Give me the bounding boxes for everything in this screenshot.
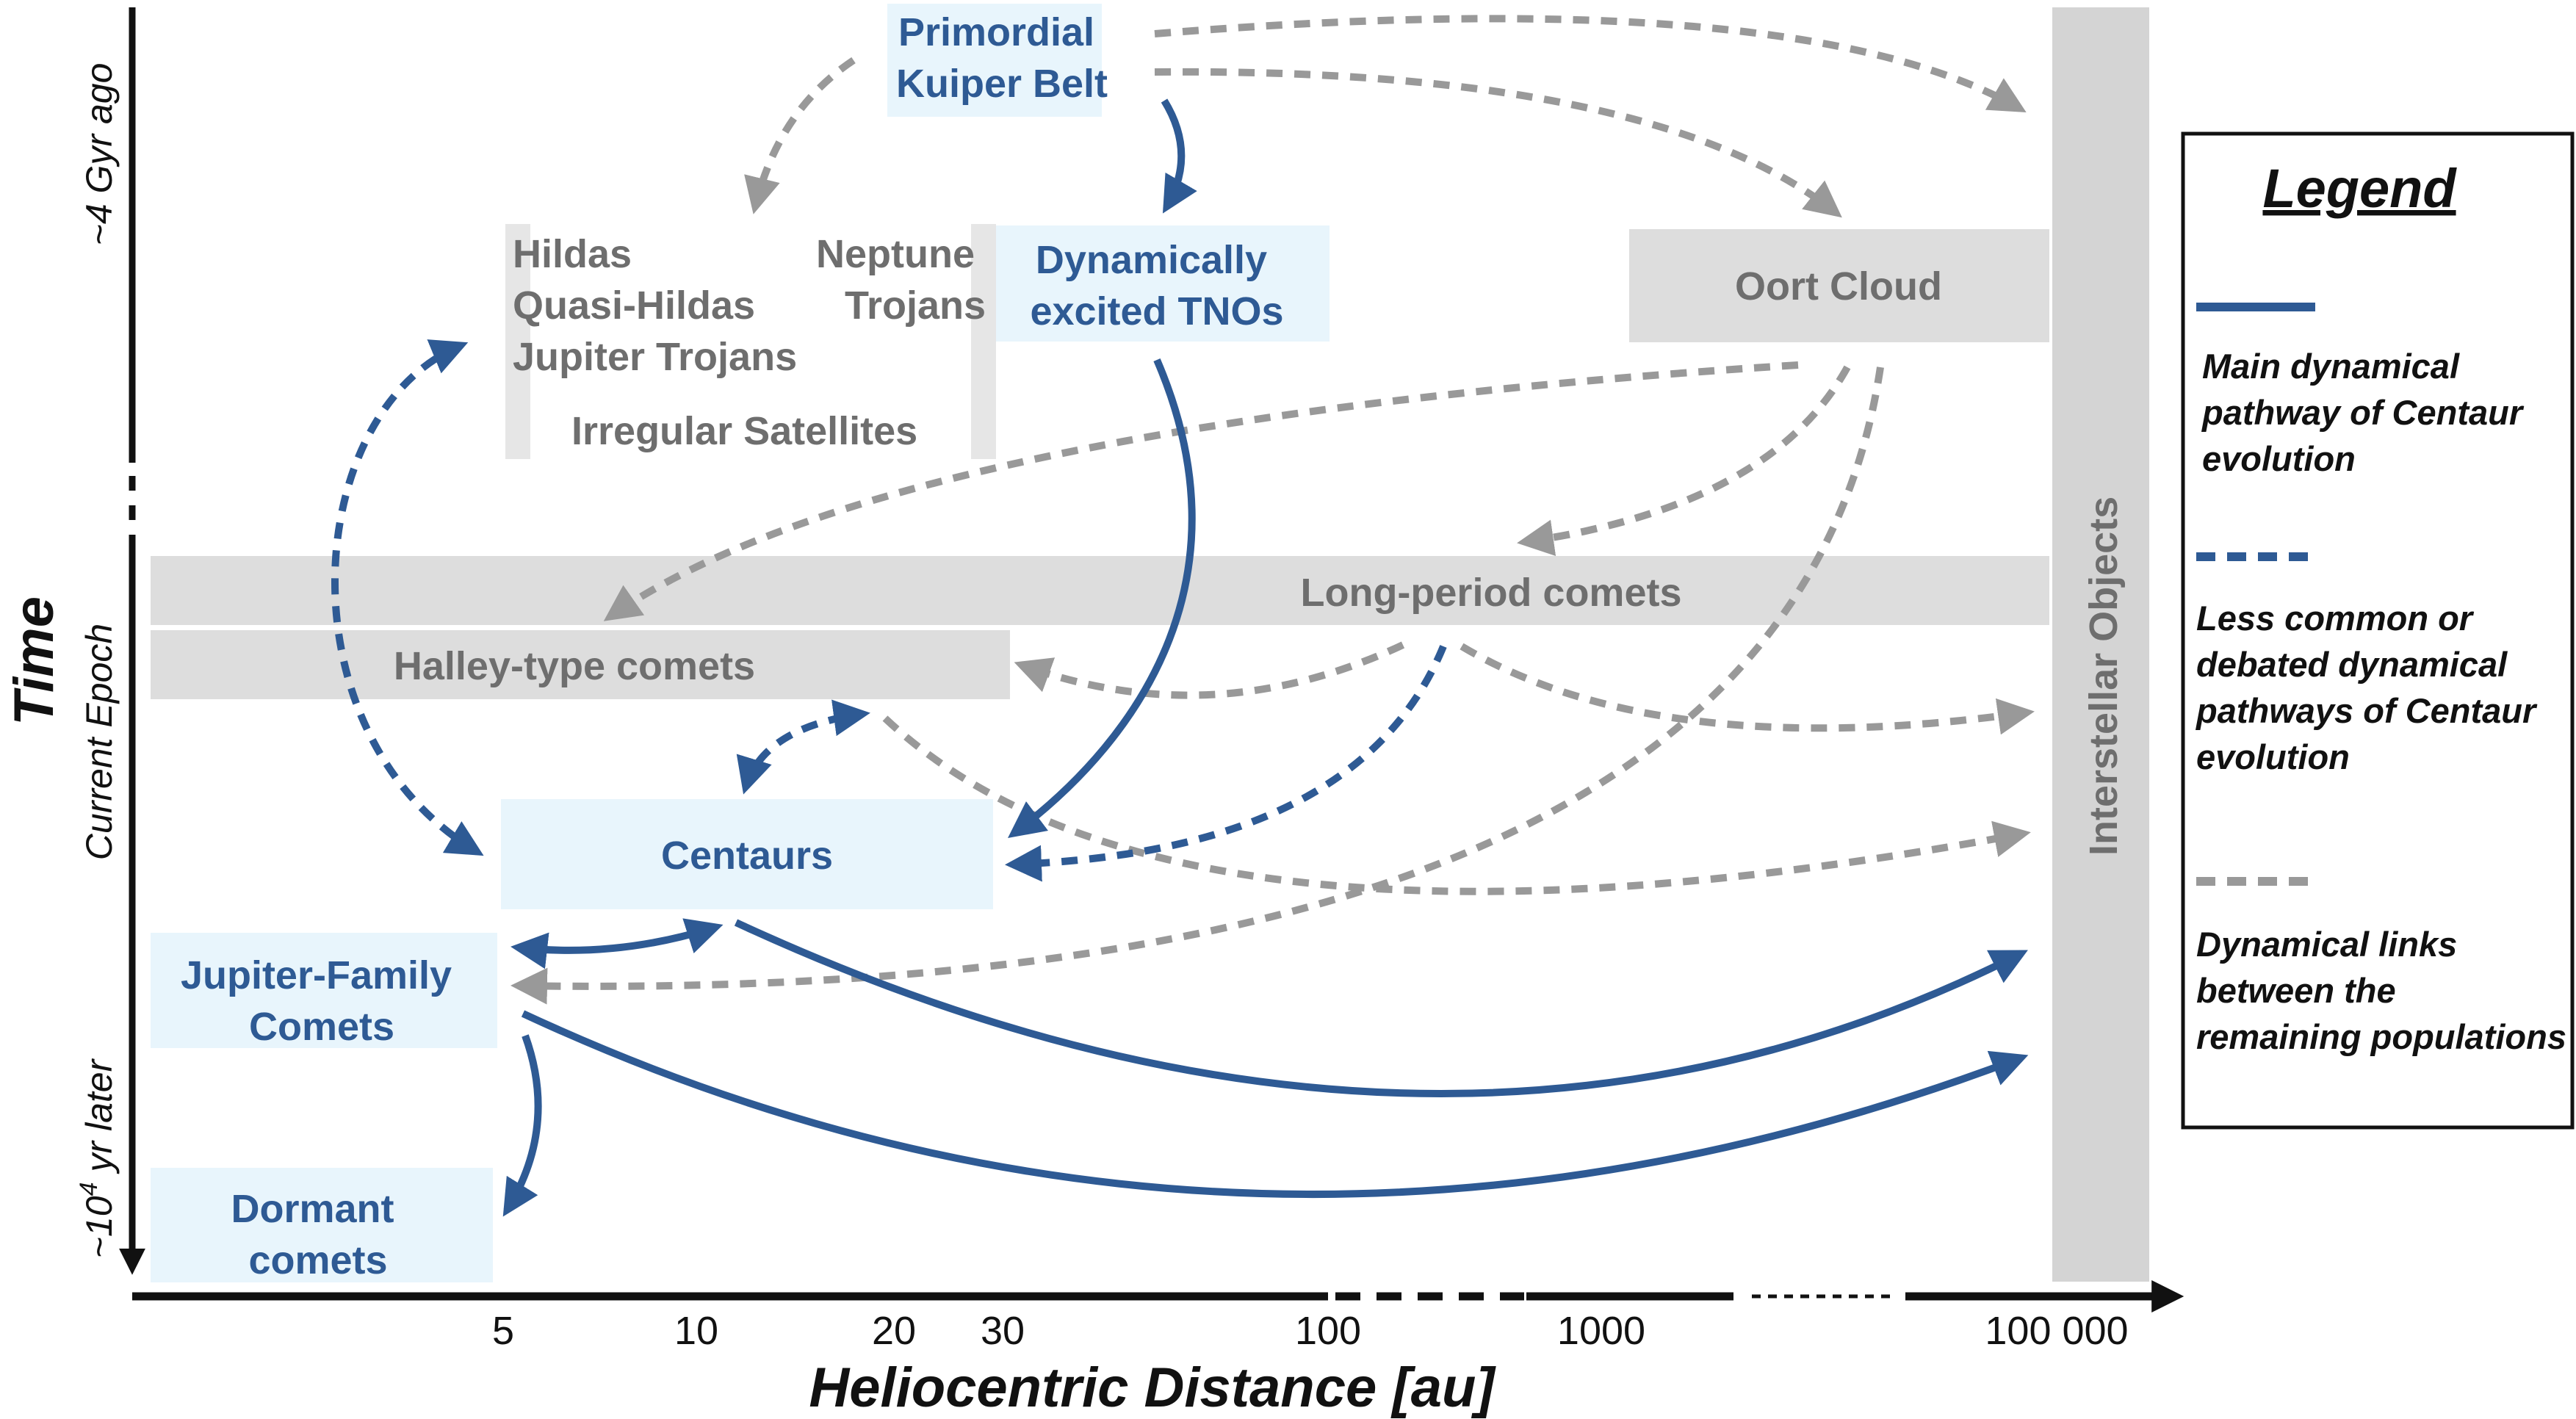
neptune-trojans-label: Neptune Trojans <box>816 232 986 328</box>
hildas-group-bracket-left <box>505 224 530 459</box>
gray-link-kb-to-oort <box>1154 68 1842 218</box>
gray-link-oort-to-halley <box>603 361 1799 621</box>
blue-solid-links <box>502 98 2029 1217</box>
centaurs-label: Centaurs <box>661 834 833 878</box>
dormant-comets-label: Dormant comets <box>231 1187 405 1282</box>
jupiter-family-comets-label: Jupiter-Family Comets <box>181 953 463 1049</box>
x-axis-title: Heliocentric Distance [au] <box>809 1357 1496 1419</box>
x-tick-100000: 100 000 <box>1985 1309 2128 1353</box>
x-tick-5: 5 <box>492 1309 514 1353</box>
legend: Legend Main dynamical pathway of Centaur… <box>2181 131 2575 1130</box>
x-tick-100: 100 <box>1295 1309 1361 1353</box>
legend-item-main: Main dynamical pathway of Centaur evolut… <box>2201 347 2532 478</box>
x-tick-30: 30 <box>981 1309 1025 1353</box>
oort-cloud-label: Oort Cloud <box>1735 264 1942 308</box>
gray-link-halley-to-interstellar <box>882 715 2031 895</box>
halley-type-comets-label: Halley-type comets <box>394 644 755 688</box>
blue-dashed-links <box>331 339 1447 882</box>
time-label-bottom: ~104 yr later <box>75 1058 120 1258</box>
centaurs-box <box>501 799 993 909</box>
oort-cloud-box <box>1629 229 2049 342</box>
blue-solid-jfc-to-dormant <box>502 1034 542 1217</box>
halley-type-comets-band <box>151 630 1010 699</box>
gray-link-long-period-to-halley <box>1014 641 1405 699</box>
legend-frame <box>2181 131 2575 1130</box>
x-tick-1000: 1000 <box>1557 1309 1645 1353</box>
gray-link-kb-to-interstellar <box>1154 15 2027 112</box>
blue-dashed-centaurs-hildas <box>331 339 484 856</box>
blue-solid-kb-to-tnos <box>1161 98 1197 214</box>
x-tick-20: 20 <box>872 1309 916 1353</box>
legend-title: Legend <box>2262 158 2457 219</box>
gray-link-kb-to-hildas <box>744 57 856 214</box>
interstellar-objects-band <box>2052 7 2149 1282</box>
y-axis-title: Time <box>3 596 65 726</box>
hildas-group-bracket-right <box>971 224 996 459</box>
long-period-comets-band <box>151 556 2049 625</box>
blue-solid-centaurs-to-interstellar <box>734 919 2028 1098</box>
jupiter-family-comets-box <box>151 933 497 1048</box>
interstellar-objects-label: Interstellar Objects <box>2082 497 2126 856</box>
blue-solid-centaurs-jfc <box>510 918 724 970</box>
dynamically-excited-tnos-box <box>984 225 1330 342</box>
x-tick-10: 10 <box>674 1309 718 1353</box>
dynamically-excited-tnos-label: Dynamically excited TNOs <box>1030 238 1283 333</box>
x-tick-labels: 5 10 20 30 100 1000 100 000 <box>492 1309 2129 1353</box>
blue-dashed-centaurs-halley <box>736 699 870 795</box>
long-period-comets-label: Long-period comets <box>1300 571 1681 615</box>
time-label-middle: Current Epoch <box>79 624 120 860</box>
primordial-kuiper-belt-label: Primordial Kuiper Belt <box>896 10 1108 106</box>
gray-link-oort-to-long-period <box>1517 365 1851 557</box>
blue-solid-jfc-to-interstellar <box>521 1010 2029 1199</box>
hildas-group-label: Hildas Quasi-Hildas Jupiter Trojans <box>513 232 797 379</box>
irregular-satellites-label: Irregular Satellites <box>571 409 917 453</box>
gray-links <box>510 15 2035 1005</box>
blue-dashed-long-period-to-centaurs <box>1005 645 1447 882</box>
dormant-comets-box <box>151 1168 493 1282</box>
legend-item-remaining: Dynamical links between the remaining po… <box>2196 925 2566 1056</box>
time-label-top: ~4 Gyr ago <box>79 63 120 246</box>
legend-item-debated: Less common or debated dynamical pathway… <box>2195 599 2545 776</box>
blue-solid-tnos-to-centaurs <box>1008 358 1196 839</box>
gray-link-long-period-to-interstellar <box>1460 643 2035 735</box>
primordial-kuiper-belt-box <box>887 4 1102 117</box>
